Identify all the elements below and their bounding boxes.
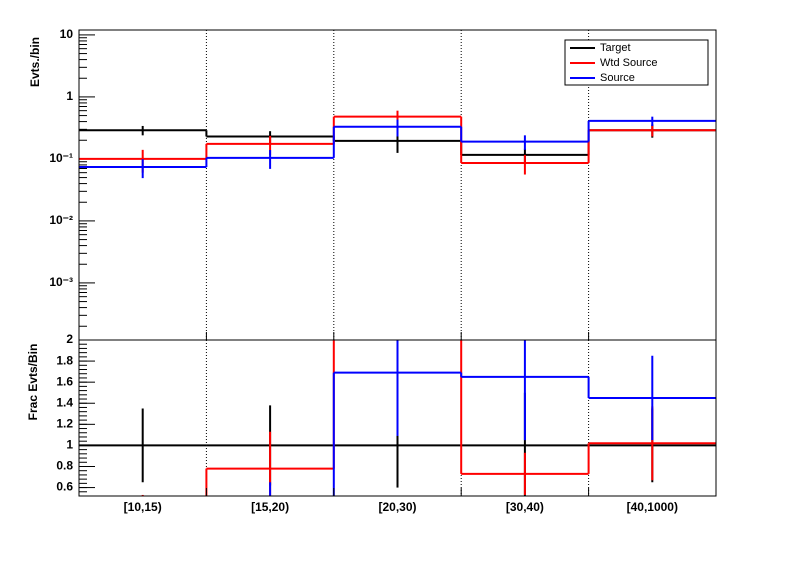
plot-area bbox=[79, 340, 716, 496]
y-tick-label: 10⁻¹ bbox=[49, 151, 73, 165]
x-tick-label: [30,40) bbox=[506, 500, 544, 514]
y-tick-label: 10⁻² bbox=[49, 213, 73, 227]
y-axis-label: Frac Evts/Bin bbox=[26, 344, 40, 421]
y-tick-label: 1.6 bbox=[56, 374, 73, 388]
x-tick-label: [20,30) bbox=[378, 500, 416, 514]
x-tick-label: [10,15) bbox=[124, 500, 162, 514]
x-tick-label: [15,20) bbox=[251, 500, 289, 514]
y-axis-label: Evts./bin bbox=[28, 37, 42, 87]
y-tick-label: 1 bbox=[66, 89, 73, 103]
y-tick-label: 0.8 bbox=[56, 459, 73, 473]
y-tick-label: 10⁻³ bbox=[49, 275, 73, 289]
y-tick-label: 1.2 bbox=[56, 416, 73, 430]
y-tick-label: 1 bbox=[66, 438, 73, 452]
legend: Target Wtd Source Source bbox=[564, 39, 709, 86]
legend-label: Wtd Source bbox=[600, 57, 657, 69]
y-tick-label: 1.8 bbox=[56, 353, 73, 367]
x-tick-label: [40,1000) bbox=[627, 500, 678, 514]
y-tick-label: 0.6 bbox=[56, 480, 73, 494]
y-tick-label: 10 bbox=[60, 27, 74, 41]
plot-area bbox=[79, 110, 716, 179]
y-tick-label: 2 bbox=[66, 332, 73, 346]
frame bbox=[78, 339, 717, 497]
y-tick-label: 1.4 bbox=[56, 395, 73, 409]
legend-label: Target bbox=[600, 42, 631, 54]
legend-label: Source bbox=[600, 72, 635, 84]
